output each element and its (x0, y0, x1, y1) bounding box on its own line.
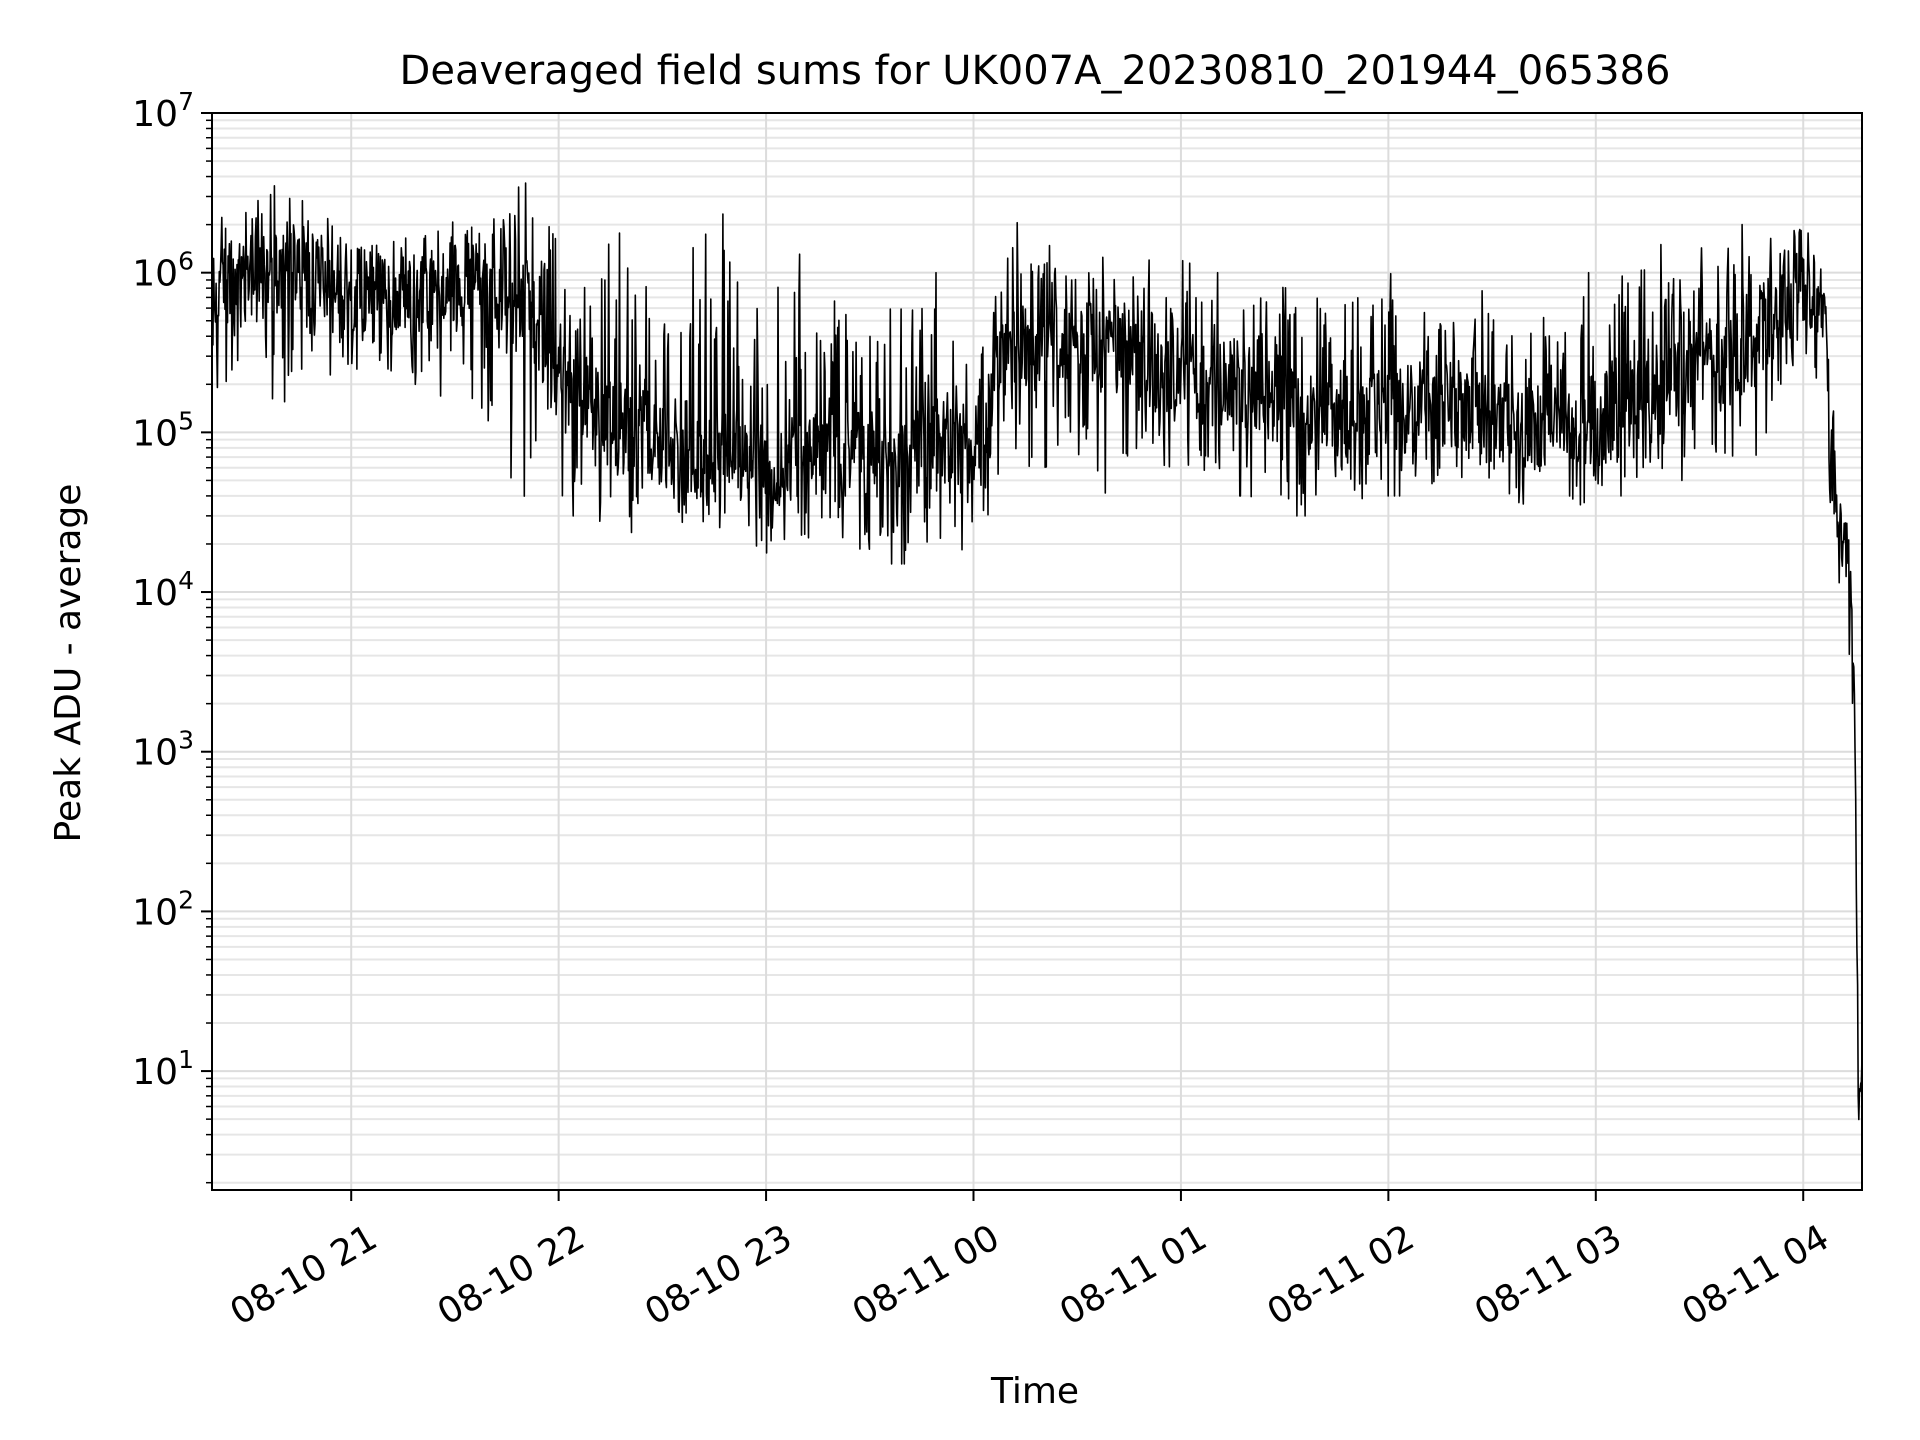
y-axis-label: Peak ADU - average (48, 484, 89, 843)
y-tick-label: 106 (132, 247, 194, 295)
x-tick-label: 08-11 01 (1053, 1217, 1214, 1333)
y-tick-label: 103 (132, 726, 194, 774)
y-tick-label: 102 (132, 885, 194, 933)
x-tick-label: 08-10 23 (638, 1217, 799, 1333)
x-tick-label: 08-11 02 (1261, 1217, 1422, 1333)
chart-title: Deaveraged field sums for UK007A_2023081… (400, 48, 1671, 94)
y-tick-label: 101 (132, 1045, 194, 1093)
y-axis: 101 102 103 104 105 106 107 (132, 87, 212, 1184)
x-tick-label: 08-11 00 (846, 1217, 1007, 1333)
x-axis: 08-10 21 08-10 22 08-10 23 08-11 00 08-11 01… (223, 1190, 1836, 1334)
plot-frame (211, 112, 1863, 1191)
y-tick-label: 105 (132, 406, 194, 454)
x-tick-label: 08-11 04 (1675, 1217, 1836, 1333)
major-gridlines (212, 112, 1862, 1190)
series-line (212, 182, 1863, 1121)
y-tick-label: 107 (132, 87, 194, 135)
minor-gridlines (212, 119, 1862, 1184)
series-layer (212, 182, 1863, 1121)
x-tick-label: 08-11 03 (1468, 1217, 1629, 1333)
y-tick-label: 104 (132, 566, 194, 614)
x-tick-label: 08-10 21 (223, 1217, 384, 1333)
x-axis-label: Time (990, 1371, 1079, 1412)
x-tick-label: 08-10 22 (431, 1217, 592, 1333)
